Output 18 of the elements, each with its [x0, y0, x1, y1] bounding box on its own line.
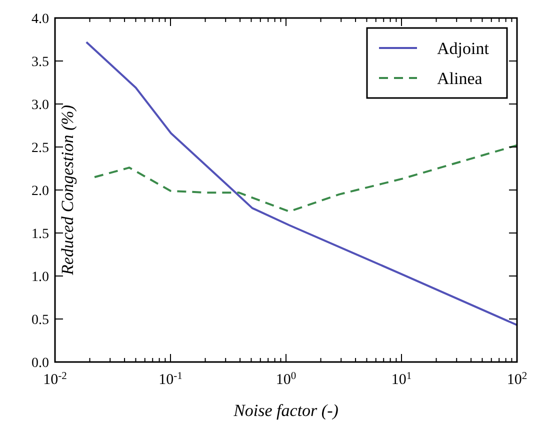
x-axis-title: Noise factor (-): [232, 401, 339, 420]
y-tick-label: 0.0: [32, 356, 49, 371]
x-tick-label: 10$^{-2}$: [43, 370, 67, 388]
x-tick-label: 10$^{1}$: [391, 370, 412, 388]
y-tick-label: 2.0: [32, 184, 49, 199]
y-tick-label: 4.0: [32, 12, 49, 27]
y-tick-label: 1.5: [32, 226, 49, 242]
x-tick-label: 10$^{2}$: [506, 370, 528, 388]
legend-label: Adjoint: [437, 38, 490, 58]
y-tick-label: 1.0: [32, 270, 49, 285]
y-tick-label: 3.5: [32, 54, 49, 70]
x-tick-label: 10$^{-1}$: [158, 370, 182, 388]
y-tick-label: 3.0: [32, 98, 49, 113]
y-tick-label: 2.5: [32, 140, 49, 156]
y-tick-label: 0.5: [32, 312, 49, 328]
x-tick-label: 10$^{0}$: [276, 370, 296, 388]
y-axis-title: Reduced Congestion (%): [58, 104, 77, 276]
legend-label: Alinea: [437, 68, 483, 88]
